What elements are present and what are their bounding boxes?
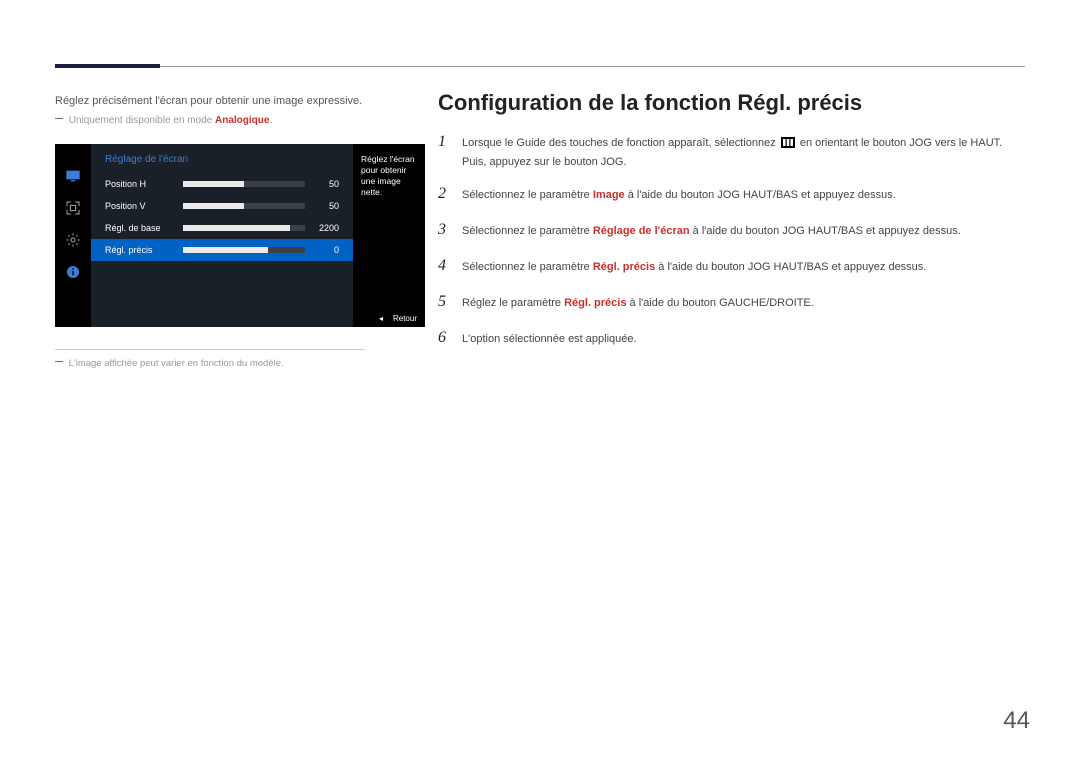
osd-row-label: Position V bbox=[105, 201, 183, 211]
osd-row-bar bbox=[183, 181, 305, 187]
monitor-icon bbox=[64, 168, 82, 184]
info-icon bbox=[64, 264, 82, 280]
step-text: L'option sélectionnée est appliquée. bbox=[462, 331, 1025, 348]
osd-row-selected: Régl. précis 0 bbox=[91, 239, 353, 261]
top-rule-accent bbox=[55, 64, 160, 68]
intro-text: Réglez précisément l'écran pour obtenir … bbox=[55, 95, 425, 107]
step-1: 1 Lorsque le Guide des touches de foncti… bbox=[438, 130, 1025, 170]
step-number: 5 bbox=[438, 290, 462, 314]
osd-main-panel: Réglage de l'écran Position H 50 Positio… bbox=[91, 144, 353, 327]
osd-footer: ◂ Retour bbox=[353, 309, 425, 327]
osd-left-iconbar bbox=[55, 144, 91, 327]
osd-row-label: Régl. de base bbox=[105, 223, 183, 233]
expand-icon bbox=[64, 200, 82, 216]
step-3: 3 Sélectionnez le paramètre Réglage de l… bbox=[438, 218, 1025, 242]
step-6: 6 L'option sélectionnée est appliquée. bbox=[438, 326, 1025, 350]
osd-row-label: Position H bbox=[105, 179, 183, 189]
mode-note: Uniquement disponible en mode Analogique… bbox=[55, 115, 425, 126]
step-text: Réglez le paramètre Régl. précis à l'aid… bbox=[462, 295, 1025, 312]
under-note: L'image affichée peut varier en fonction… bbox=[55, 358, 425, 369]
gear-icon bbox=[64, 232, 82, 248]
step-text: Sélectionnez le paramètre Réglage de l'é… bbox=[462, 223, 1025, 240]
step-text: Sélectionnez le paramètre Image à l'aide… bbox=[462, 187, 1025, 204]
step-text: Sélectionnez le paramètre Régl. précis à… bbox=[462, 259, 1025, 276]
osd-back-label: Retour bbox=[393, 314, 417, 323]
back-arrow-icon: ◂ bbox=[379, 314, 383, 323]
page-number: 44 bbox=[1003, 707, 1030, 735]
osd-row-value: 2200 bbox=[305, 223, 339, 233]
step-number: 4 bbox=[438, 254, 462, 278]
osd-row-value: 50 bbox=[305, 201, 339, 211]
osd-row-bar bbox=[183, 247, 305, 253]
menu-icon bbox=[781, 137, 795, 154]
highlight-precis: Régl. précis bbox=[593, 261, 655, 273]
highlight-reglage: Réglage de l'écran bbox=[593, 225, 690, 237]
osd-row: Position V 50 bbox=[91, 195, 353, 217]
left-column: Réglez précisément l'écran pour obtenir … bbox=[55, 95, 425, 369]
osd-row: Régl. de base 2200 bbox=[91, 217, 353, 239]
osd-row-label: Régl. précis bbox=[105, 245, 183, 255]
right-column: Configuration de la fonction Régl. préci… bbox=[438, 90, 1025, 362]
osd-row-bar bbox=[183, 225, 305, 231]
step-2: 2 Sélectionnez le paramètre Image à l'ai… bbox=[438, 182, 1025, 206]
osd-row-value: 0 bbox=[305, 245, 339, 255]
step-text: Lorsque le Guide des touches de fonction… bbox=[462, 135, 1025, 170]
highlight-image: Image bbox=[593, 189, 625, 201]
osd-title: Réglage de l'écran bbox=[91, 144, 353, 173]
note-prefix: Uniquement disponible en mode bbox=[69, 115, 215, 126]
step-number: 2 bbox=[438, 182, 462, 206]
step-4: 4 Sélectionnez le paramètre Régl. précis… bbox=[438, 254, 1025, 278]
top-rule bbox=[55, 66, 1025, 67]
step-number: 6 bbox=[438, 326, 462, 350]
step-5: 5 Réglez le paramètre Régl. précis à l'a… bbox=[438, 290, 1025, 314]
osd-right-help: Réglez l'écran pour obtenir une image ne… bbox=[353, 144, 425, 327]
step-number: 1 bbox=[438, 130, 462, 154]
osd-row-bar bbox=[183, 203, 305, 209]
step-number: 3 bbox=[438, 218, 462, 242]
under-divider bbox=[55, 349, 365, 350]
highlight-precis: Régl. précis bbox=[564, 297, 626, 309]
osd-row: Position H 50 bbox=[91, 173, 353, 195]
osd-row-value: 50 bbox=[305, 179, 339, 189]
note-highlight: Analogique bbox=[215, 115, 269, 126]
note-suffix: . bbox=[269, 115, 272, 126]
section-heading: Configuration de la fonction Régl. préci… bbox=[438, 90, 1025, 116]
osd-screenshot: Réglage de l'écran Position H 50 Positio… bbox=[55, 144, 425, 327]
